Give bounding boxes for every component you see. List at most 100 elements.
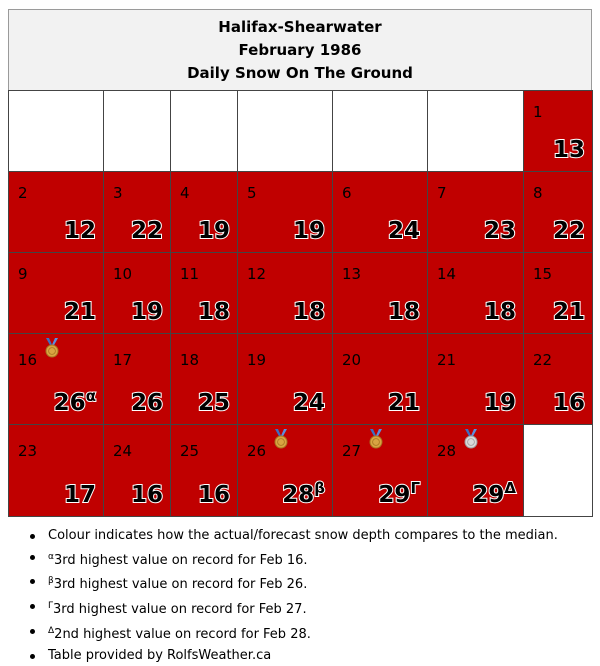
- day-number: 19: [247, 351, 267, 369]
- snow-depth-number: 17: [63, 481, 97, 509]
- day-number: 3: [113, 184, 123, 202]
- footnote-marker: Γ: [48, 601, 54, 612]
- snow-depth-number: 18: [197, 298, 231, 326]
- day-number: 13: [342, 265, 362, 283]
- snow-depth-value: 16: [197, 481, 231, 509]
- day-cell: 1 13: [523, 90, 593, 172]
- snow-depth-value: 25: [197, 389, 231, 417]
- day-cell: 10 19: [103, 252, 171, 334]
- day-number: 22: [533, 351, 553, 369]
- snow-depth-number: 24: [387, 217, 421, 245]
- snow-depth-number: 21: [387, 389, 421, 417]
- day-number: 14: [437, 265, 457, 283]
- snow-depth-value: 21: [387, 389, 421, 417]
- snow-depth-number: 21: [63, 298, 97, 326]
- snow-depth-number: 24: [292, 389, 326, 417]
- day-cell: 23 17: [8, 424, 104, 517]
- day-cell: 24 16: [103, 424, 171, 517]
- day-cell: 17 26: [103, 333, 171, 425]
- snow-depth-number: 13: [552, 136, 586, 164]
- snow-depth-number: 28: [281, 481, 315, 509]
- day-cell: 18 25: [170, 333, 238, 425]
- week-row: 1 13: [8, 90, 593, 172]
- empty-day-cell: [237, 90, 333, 172]
- day-number: 24: [113, 442, 133, 460]
- snow-depth-number: 26: [53, 389, 87, 417]
- day-cell: 27 29Γ: [332, 424, 428, 517]
- footnote-item: Γ3rd highest value on record for Feb 27.: [30, 596, 558, 621]
- day-cell: 11 18: [170, 252, 238, 334]
- snow-depth-value: 29Γ: [377, 478, 421, 509]
- snow-depth-value: 13: [552, 136, 586, 164]
- footnote-marker: β: [48, 576, 54, 587]
- empty-day-cell: [8, 90, 104, 172]
- snow-depth-number: 16: [552, 389, 586, 417]
- bronze-medal-icon: [43, 338, 61, 358]
- day-number: 26: [247, 442, 267, 460]
- snow-depth-number: 18: [292, 298, 326, 326]
- day-cell: 4 19: [170, 171, 238, 253]
- snow-depth-number: 25: [197, 389, 231, 417]
- day-cell: 12 18: [237, 252, 333, 334]
- footnote-text: 3rd highest value on record for Feb 16.: [53, 552, 308, 568]
- snow-depth-value: 19: [292, 217, 326, 245]
- record-footnote-marker: Γ: [409, 478, 420, 498]
- footnote-item: β3rd highest value on record for Feb 26.: [30, 571, 558, 596]
- day-cell: 5 19: [237, 171, 333, 253]
- day-number: 7: [437, 184, 447, 202]
- week-row: 16 26α 17 26 18 25 19 24 20 21 21 19 22 16: [8, 333, 593, 425]
- snow-depth-number: 29: [377, 481, 411, 509]
- snow-depth-value: 22: [552, 217, 586, 245]
- day-number: 4: [180, 184, 190, 202]
- snow-depth-value: 19: [197, 217, 231, 245]
- day-cell: 13 18: [332, 252, 428, 334]
- snow-depth-number: 19: [292, 217, 326, 245]
- snow-depth-value: 19: [130, 298, 164, 326]
- day-number: 10: [113, 265, 133, 283]
- snow-depth-number: 21: [552, 298, 586, 326]
- empty-day-cell: [103, 90, 171, 172]
- snow-depth-value: 23: [483, 217, 517, 245]
- calendar-grid: 1 13 2 12 3 22 4 19 5 19 6 24 7 23 8 22 9 21 10 19 11 18 12 18 1…: [8, 90, 593, 517]
- snow-depth-value: 26α: [53, 386, 97, 417]
- snow-depth-value: 19: [483, 389, 517, 417]
- day-number: 27: [342, 442, 362, 460]
- day-cell: 8 22: [523, 171, 593, 253]
- snow-depth-value: 18: [292, 298, 326, 326]
- day-number: 20: [342, 351, 362, 369]
- empty-day-cell: [170, 90, 238, 172]
- day-cell: 6 24: [332, 171, 428, 253]
- calendar-subtitle: Daily Snow On The Ground: [187, 63, 413, 82]
- day-cell: 22 16: [523, 333, 593, 425]
- week-row: 2 12 3 22 4 19 5 19 6 24 7 23 8 22: [8, 171, 593, 253]
- footnote-text: Colour indicates how the actual/forecast…: [48, 528, 558, 543]
- footnote-item: α3rd highest value on record for Feb 16.: [30, 547, 558, 572]
- day-cell: 20 21: [332, 333, 428, 425]
- day-cell: 25 16: [170, 424, 238, 517]
- snow-depth-value: 21: [63, 298, 97, 326]
- day-number: 18: [180, 351, 200, 369]
- snow-depth-number: 19: [483, 389, 517, 417]
- snow-depth-number: 29: [471, 481, 505, 509]
- snow-depth-value: 28β: [281, 478, 326, 509]
- footnote-item: Δ2nd highest value on record for Feb 28.: [30, 621, 558, 646]
- snow-depth-value: 29Δ: [471, 478, 517, 509]
- snow-depth-value: 18: [483, 298, 517, 326]
- snow-depth-number: 16: [197, 481, 231, 509]
- day-number: 6: [342, 184, 352, 202]
- footnotes-list: Colour indicates how the actual/forecast…: [30, 526, 558, 666]
- footnote-text: 2nd highest value on record for Feb 28.: [54, 626, 311, 642]
- day-number: 12: [247, 265, 267, 283]
- snow-depth-number: 23: [483, 217, 517, 245]
- day-cell: 9 21: [8, 252, 104, 334]
- bronze-medal-icon: [367, 429, 385, 449]
- day-cell: 28 29Δ: [427, 424, 524, 517]
- snow-depth-value: 24: [387, 217, 421, 245]
- record-footnote-marker: β: [313, 478, 326, 498]
- day-cell: 3 22: [103, 171, 171, 253]
- snow-depth-number: 22: [130, 217, 164, 245]
- day-cell: 7 23: [427, 171, 524, 253]
- day-number: 11: [180, 265, 200, 283]
- day-number: 23: [18, 442, 38, 460]
- day-cell: 19 24: [237, 333, 333, 425]
